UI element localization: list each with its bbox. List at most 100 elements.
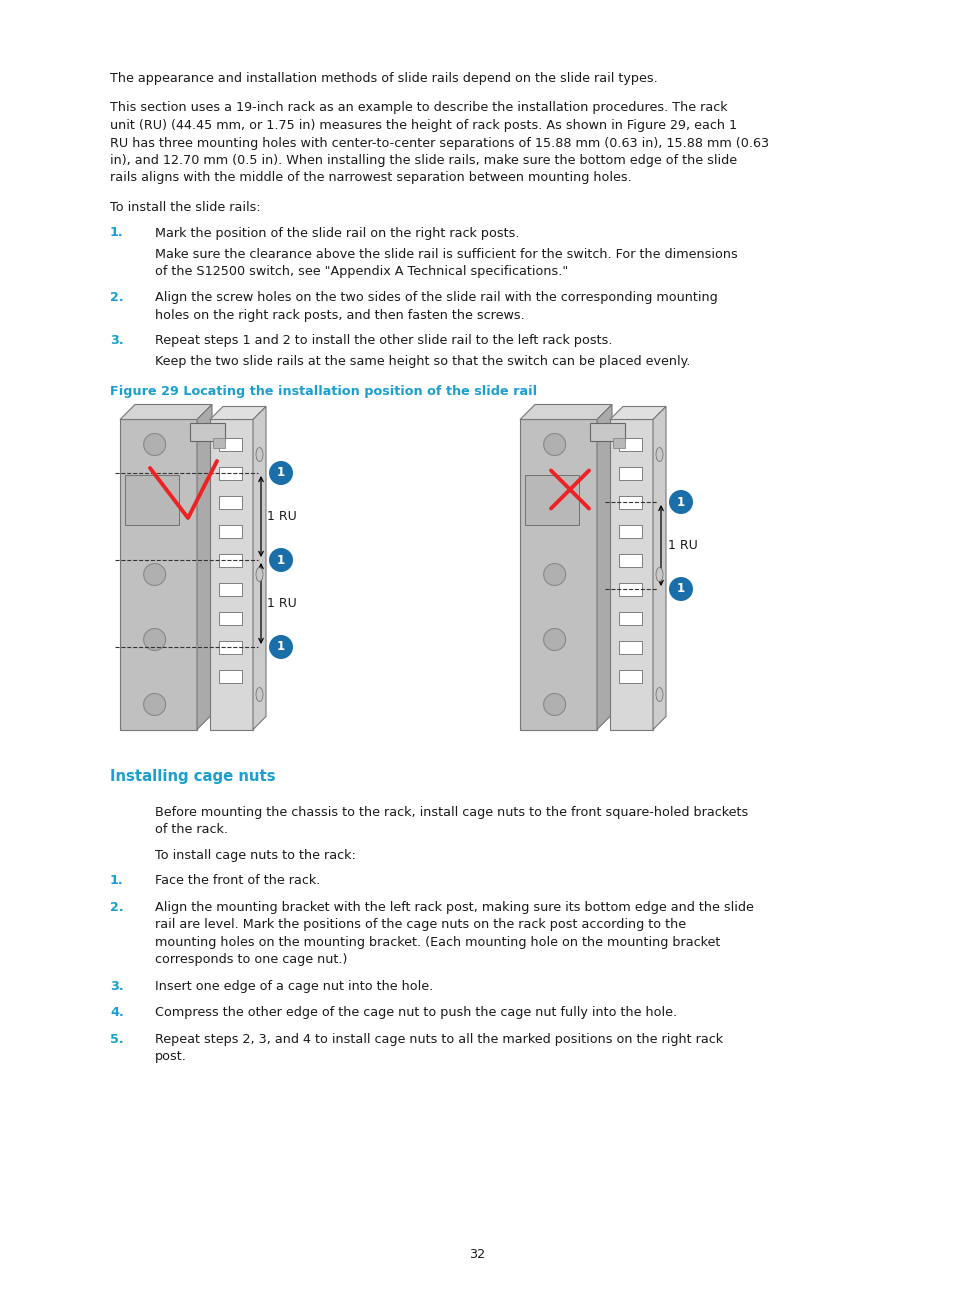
- Text: 1.: 1.: [110, 875, 124, 888]
- Bar: [519, 420, 597, 730]
- Bar: [618, 670, 641, 683]
- Circle shape: [269, 635, 293, 658]
- Text: 2.: 2.: [110, 292, 124, 305]
- FancyBboxPatch shape: [613, 438, 624, 448]
- Bar: [218, 582, 242, 595]
- Ellipse shape: [656, 687, 662, 701]
- Text: mounting holes on the mounting bracket. (Each mounting hole on the mounting brac: mounting holes on the mounting bracket. …: [154, 936, 720, 949]
- Text: 2.: 2.: [110, 901, 124, 914]
- Text: Align the mounting bracket with the left rack post, making sure its bottom edge : Align the mounting bracket with the left…: [154, 901, 753, 914]
- Text: 1.: 1.: [110, 227, 124, 240]
- Text: RU has three mounting holes with center-to-center separations of 15.88 mm (0.63 : RU has three mounting holes with center-…: [110, 136, 768, 149]
- Text: Repeat steps 1 and 2 to install the other slide rail to the left rack posts.: Repeat steps 1 and 2 to install the othe…: [154, 334, 612, 347]
- Text: This section uses a 19-inch rack as an example to describe the installation proc: This section uses a 19-inch rack as an e…: [110, 101, 727, 114]
- Bar: [218, 525, 242, 538]
- Ellipse shape: [656, 568, 662, 582]
- Polygon shape: [519, 404, 612, 420]
- Circle shape: [144, 433, 166, 455]
- Bar: [120, 420, 196, 730]
- Text: 5.: 5.: [110, 1033, 124, 1046]
- Polygon shape: [609, 407, 665, 420]
- Text: holes on the right rack posts, and then fasten the screws.: holes on the right rack posts, and then …: [154, 308, 524, 321]
- FancyBboxPatch shape: [589, 422, 624, 441]
- Bar: [125, 474, 179, 525]
- Bar: [218, 640, 242, 653]
- Bar: [618, 438, 641, 451]
- Text: 1: 1: [276, 640, 285, 653]
- Text: Compress the other edge of the cage nut to push the cage nut fully into the hole: Compress the other edge of the cage nut …: [154, 1006, 677, 1019]
- Ellipse shape: [255, 687, 263, 701]
- Bar: [210, 420, 253, 730]
- Text: corresponds to one cage nut.): corresponds to one cage nut.): [154, 954, 347, 967]
- Circle shape: [144, 693, 166, 715]
- Text: Keep the two slide rails at the same height so that the switch can be placed eve: Keep the two slide rails at the same hei…: [154, 355, 690, 368]
- Polygon shape: [210, 407, 266, 420]
- Text: 1 RU: 1 RU: [667, 539, 697, 552]
- Bar: [218, 670, 242, 683]
- Bar: [524, 474, 578, 525]
- Circle shape: [543, 499, 565, 521]
- Bar: [218, 438, 242, 451]
- Text: The appearance and installation methods of slide rails depend on the slide rail : The appearance and installation methods …: [110, 73, 657, 86]
- Circle shape: [668, 577, 692, 601]
- Text: 1: 1: [677, 582, 684, 595]
- Bar: [609, 420, 652, 730]
- Circle shape: [144, 629, 166, 651]
- Text: Make sure the clearance above the slide rail is sufficient for the switch. For t: Make sure the clearance above the slide …: [154, 248, 737, 260]
- Circle shape: [543, 629, 565, 651]
- Text: 1: 1: [276, 467, 285, 480]
- Polygon shape: [597, 404, 612, 730]
- Bar: [618, 582, 641, 595]
- Text: in), and 12.70 mm (0.5 in). When installing the slide rails, make sure the botto: in), and 12.70 mm (0.5 in). When install…: [110, 154, 737, 167]
- Polygon shape: [652, 407, 665, 730]
- Bar: [218, 467, 242, 480]
- Text: 3.: 3.: [110, 980, 124, 993]
- Circle shape: [269, 461, 293, 485]
- Bar: [218, 495, 242, 508]
- Circle shape: [269, 548, 293, 572]
- Text: rails aligns with the middle of the narrowest separation between mounting holes.: rails aligns with the middle of the narr…: [110, 171, 631, 184]
- Bar: [618, 612, 641, 625]
- Text: unit (RU) (44.45 mm, or 1.75 in) measures the height of rack posts. As shown in : unit (RU) (44.45 mm, or 1.75 in) measure…: [110, 119, 737, 132]
- Circle shape: [668, 490, 692, 515]
- Text: 1 RU: 1 RU: [267, 597, 296, 610]
- Ellipse shape: [255, 447, 263, 461]
- Polygon shape: [253, 407, 266, 730]
- Text: Figure 29 Locating the installation position of the slide rail: Figure 29 Locating the installation posi…: [110, 385, 537, 398]
- Bar: [218, 612, 242, 625]
- Text: Mark the position of the slide rail on the right rack posts.: Mark the position of the slide rail on t…: [154, 227, 519, 240]
- Text: 1: 1: [677, 495, 684, 508]
- Text: Installing cage nuts: Installing cage nuts: [110, 770, 275, 784]
- Bar: [618, 553, 641, 566]
- Ellipse shape: [656, 447, 662, 461]
- Text: 1: 1: [276, 553, 285, 566]
- Circle shape: [543, 693, 565, 715]
- Text: rail are level. Mark the positions of the cage nuts on the rack post according t: rail are level. Mark the positions of th…: [154, 919, 685, 932]
- Ellipse shape: [255, 568, 263, 582]
- Text: of the S12500 switch, see "Appendix A Technical specifications.": of the S12500 switch, see "Appendix A Te…: [154, 266, 568, 279]
- Circle shape: [144, 499, 166, 521]
- Bar: [618, 495, 641, 508]
- Text: 4.: 4.: [110, 1006, 124, 1019]
- Text: post.: post.: [154, 1050, 187, 1063]
- FancyBboxPatch shape: [190, 422, 225, 441]
- Text: To install the slide rails:: To install the slide rails:: [110, 201, 260, 214]
- Bar: [618, 467, 641, 480]
- Bar: [618, 525, 641, 538]
- Text: Align the screw holes on the two sides of the slide rail with the corresponding : Align the screw holes on the two sides o…: [154, 292, 717, 305]
- Text: To install cage nuts to the rack:: To install cage nuts to the rack:: [154, 849, 355, 862]
- Text: 32: 32: [469, 1248, 484, 1261]
- Circle shape: [144, 564, 166, 586]
- Circle shape: [543, 564, 565, 586]
- Bar: [218, 553, 242, 566]
- Text: 1 RU: 1 RU: [267, 511, 296, 524]
- Text: Insert one edge of a cage nut into the hole.: Insert one edge of a cage nut into the h…: [154, 980, 433, 993]
- Text: Before mounting the chassis to the rack, install cage nuts to the front square-h: Before mounting the chassis to the rack,…: [154, 806, 747, 819]
- Polygon shape: [120, 404, 212, 420]
- Text: 3.: 3.: [110, 334, 124, 347]
- Circle shape: [543, 433, 565, 455]
- Text: Repeat steps 2, 3, and 4 to install cage nuts to all the marked positions on the: Repeat steps 2, 3, and 4 to install cage…: [154, 1033, 722, 1046]
- FancyBboxPatch shape: [213, 438, 225, 448]
- Text: Face the front of the rack.: Face the front of the rack.: [154, 875, 320, 888]
- Text: of the rack.: of the rack.: [154, 823, 228, 836]
